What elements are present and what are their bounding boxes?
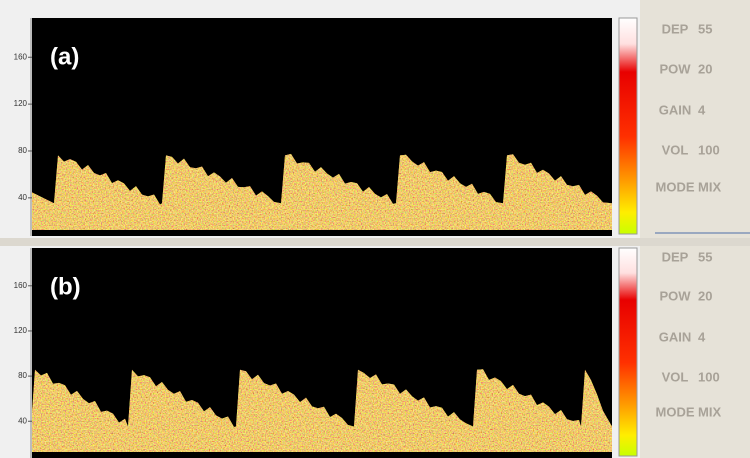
doppler-screen: (a)1601208040DEP55POW20GAIN4VOL100MODEMI… <box>0 0 750 458</box>
setting-name: DEP <box>662 21 689 36</box>
y-tick-label: 40 <box>18 193 27 202</box>
setting-value: MIX <box>698 404 721 419</box>
setting-name: VOL <box>662 142 689 157</box>
setting-value: MIX <box>698 179 721 194</box>
y-tick-label: 120 <box>14 99 28 108</box>
setting-value: 20 <box>698 288 712 303</box>
color-bar <box>619 248 637 456</box>
setting-value: 100 <box>698 142 720 157</box>
setting-value: 4 <box>698 329 706 344</box>
y-tick-label: 80 <box>18 371 27 380</box>
y-tick-label: 160 <box>14 281 28 290</box>
setting-name: POW <box>659 61 691 76</box>
setting-name: DEP <box>662 249 689 264</box>
setting-value: 20 <box>698 61 712 76</box>
setting-value: 100 <box>698 369 720 384</box>
y-tick-label: 160 <box>14 52 28 61</box>
y-tick-label: 40 <box>18 416 27 425</box>
color-bar <box>619 18 637 234</box>
setting-value: 55 <box>698 249 712 264</box>
setting-name: VOL <box>662 369 689 384</box>
setting-name: GAIN <box>659 102 692 117</box>
setting-value: 55 <box>698 21 712 36</box>
y-tick-label: 120 <box>14 326 28 335</box>
setting-value: 4 <box>698 102 706 117</box>
y-tick-label: 80 <box>18 146 27 155</box>
settings-panel <box>640 0 750 458</box>
panel-label: (b) <box>50 273 81 300</box>
panel-divider <box>0 238 750 246</box>
setting-name: MODE <box>656 404 695 419</box>
panel-label: (a) <box>50 43 79 70</box>
setting-name: GAIN <box>659 329 692 344</box>
setting-name: POW <box>659 288 691 303</box>
setting-name: MODE <box>656 179 695 194</box>
